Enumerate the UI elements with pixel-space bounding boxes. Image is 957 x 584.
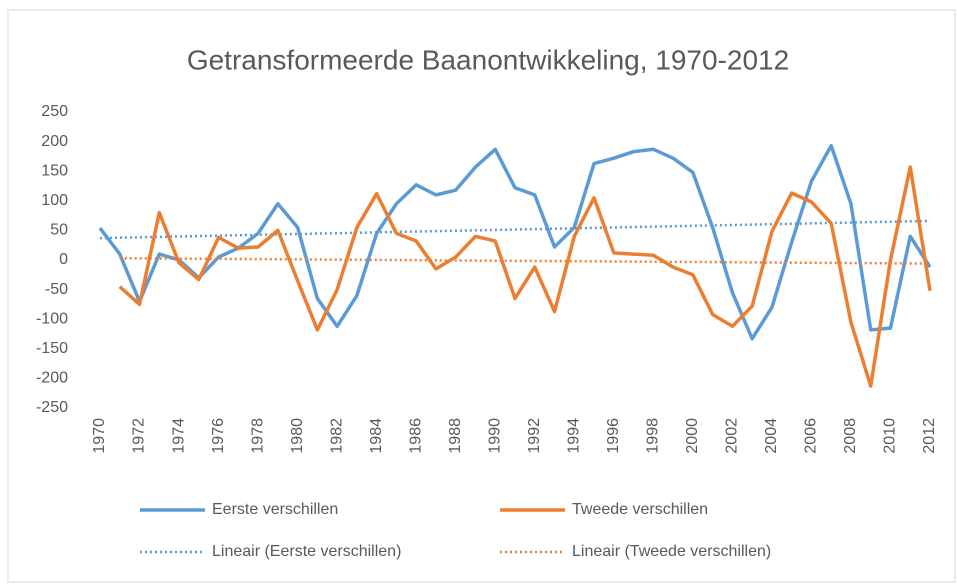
y-tick-label: 100	[41, 192, 68, 209]
x-tick-label: 2000	[684, 418, 701, 454]
x-tick-label: 2002	[724, 418, 741, 454]
x-tick-label: 1998	[645, 418, 662, 454]
x-tick-label: 2008	[842, 418, 859, 454]
y-tick-label: 0	[59, 251, 68, 268]
x-tick-label: 1970	[91, 418, 108, 454]
x-tick-label: 1974	[170, 418, 187, 454]
x-tick-label: 1984	[368, 418, 385, 454]
y-tick-label: -50	[45, 281, 68, 298]
y-tick-label: 50	[50, 222, 68, 239]
x-tick-label: 2006	[803, 418, 820, 454]
x-tick-label: 1976	[210, 418, 227, 454]
x-tick-label: 1992	[526, 418, 543, 454]
x-tick-label: 1988	[447, 418, 464, 454]
x-tick-label: 2010	[882, 418, 899, 454]
trend-line	[119, 256, 931, 265]
chart-title: Getransformeerde Baanontwikkeling, 1970-…	[187, 44, 789, 75]
chart-frame	[7, 9, 956, 583]
x-tick-label: 1986	[407, 418, 424, 454]
x-tick-label: 1996	[605, 418, 622, 454]
y-tick-label: -250	[36, 399, 68, 416]
x-tick-label: 1978	[249, 418, 266, 454]
legend-label: Eerste verschillen	[212, 501, 338, 518]
x-tick-label: 1990	[486, 418, 503, 454]
series-line	[118, 165, 932, 388]
legend-label: Lineair (Tweede verschillen)	[572, 543, 771, 560]
legend-label: Tweede verschillen	[572, 501, 708, 518]
y-tick-label: -200	[36, 370, 68, 387]
x-tick-label: 2012	[921, 418, 938, 454]
y-tick-label: -150	[36, 340, 68, 357]
legend-label: Lineair (Eerste verschillen)	[212, 543, 401, 560]
x-tick-label: 2004	[763, 418, 780, 454]
y-tick-label: 200	[41, 133, 68, 150]
x-tick-label: 1982	[328, 418, 345, 454]
y-tick-label: -100	[36, 310, 68, 327]
y-tick-label: 250	[41, 103, 68, 120]
trend-line	[99, 219, 931, 240]
x-tick-label: 1994	[566, 418, 583, 454]
y-tick-label: 150	[41, 162, 68, 179]
x-tick-label: 1972	[131, 418, 148, 454]
x-tick-label: 1980	[289, 418, 306, 454]
